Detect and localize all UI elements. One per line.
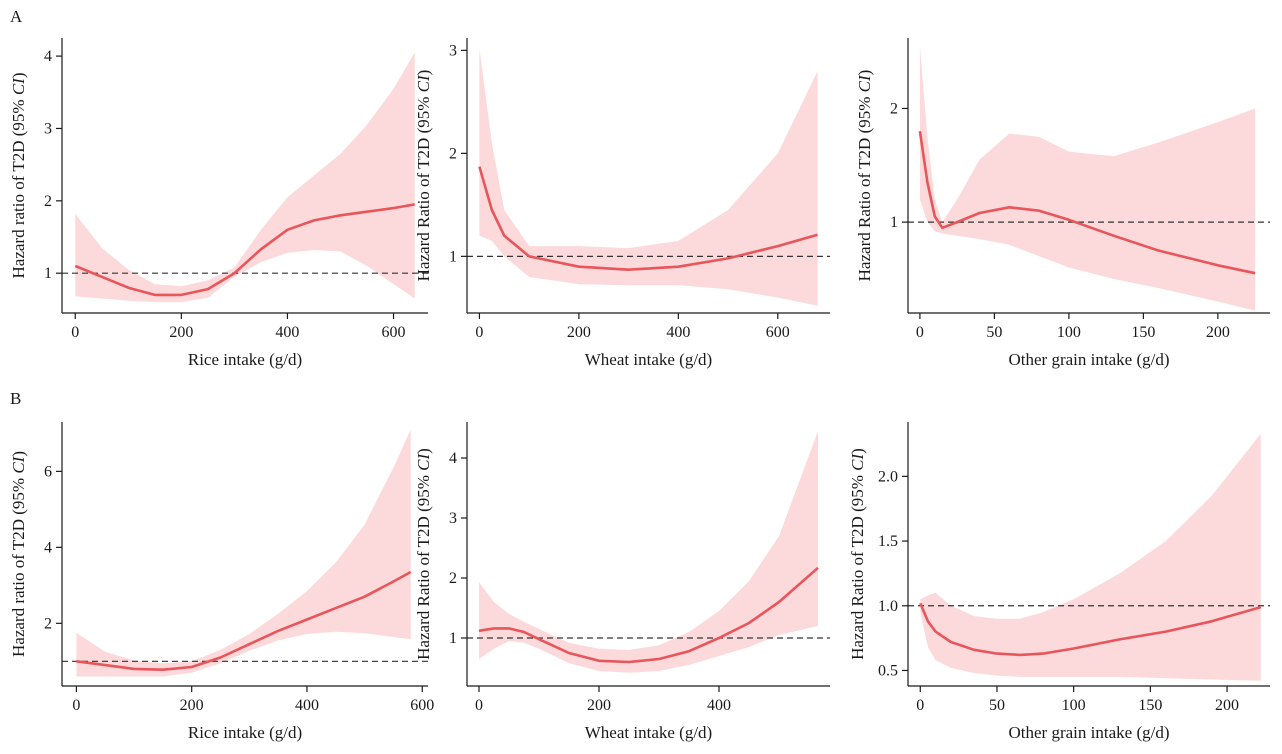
y-tick-label: 2	[449, 570, 457, 587]
x-tick-label: 150	[1131, 324, 1155, 341]
y-axis-title-ci: CI	[9, 455, 28, 473]
hazard-ratio-curve	[918, 131, 1256, 275]
x-axis-title: Other grain intake (g/d)	[1009, 350, 1170, 369]
y-axis-title-ci: CI	[414, 452, 433, 470]
x-tick-label: 0	[475, 324, 483, 341]
y-axis-title-main: Hazard Ratio of T2D (95%	[414, 471, 433, 660]
confidence-band	[919, 46, 1256, 311]
x-tick-label: 0	[475, 697, 483, 714]
y-tick-label: 1.5	[878, 533, 898, 550]
y-tick-label: 3	[449, 42, 457, 59]
y-tick-label: 1	[890, 214, 898, 231]
x-tick-label: 400	[707, 697, 731, 714]
y-tick-label: 3	[449, 510, 457, 527]
y-tick-label: 0.5	[878, 662, 898, 679]
y-axis-title: Hazard Ratio of T2D (95% CI)	[848, 448, 867, 660]
y-axis-title-main: Hazard Ratio of T2D (95%	[855, 92, 874, 281]
x-tick-label: 50	[989, 697, 1005, 714]
y-tick-label: 1.0	[878, 598, 898, 615]
y-axis-title-ci: CI	[848, 452, 867, 470]
y-axis-title-main: Hazard Ratio of T2D (95%	[848, 471, 867, 660]
confidence-band	[920, 433, 1261, 681]
x-tick-label: 600	[382, 324, 406, 341]
chart-3: 0 50 100 150 200 1 2 Other grain intake (g/d) Ha…	[855, 38, 1270, 369]
x-tick-label: 200	[180, 697, 204, 714]
x-tick-label: 0	[71, 324, 79, 341]
x-tick-label: 600	[766, 324, 790, 341]
confidence-band	[479, 48, 818, 306]
x-tick-label: 0	[916, 697, 924, 714]
x-tick-label: 50	[986, 324, 1002, 341]
panel-label-b: B	[10, 389, 21, 408]
x-tick-label: 200	[1215, 697, 1239, 714]
y-axis-title-ci: CI	[9, 77, 28, 95]
x-tick-label: 400	[275, 324, 299, 341]
y-axis-title-close: )	[9, 73, 28, 79]
x-axis-title: Rice intake (g/d)	[188, 723, 302, 742]
hazard-ratio-curve	[478, 166, 818, 272]
x-tick-label: 200	[1206, 324, 1230, 341]
x-tick-label: 400	[295, 697, 319, 714]
y-axis-title-main: Hazard ratio of T2D (95%	[9, 474, 28, 657]
x-tick-label: 200	[587, 697, 611, 714]
x-axis-title: Wheat intake (g/d)	[585, 723, 712, 742]
x-tick-label: 200	[567, 324, 591, 341]
confidence-band	[75, 52, 415, 303]
y-tick-label: 1	[449, 630, 457, 647]
panel-label-a: A	[10, 7, 23, 26]
y-axis-title: Hazard ratio of T2D (95% CI)	[9, 73, 28, 279]
y-axis-title-ci: CI	[414, 74, 433, 92]
y-axis-title-close: )	[9, 451, 28, 457]
x-tick-label: 200	[169, 324, 193, 341]
y-tick-label: 2	[449, 145, 457, 162]
y-axis-title-main: Hazard Ratio of T2D (95%	[414, 92, 433, 281]
hazard-ratio-curve	[478, 566, 819, 664]
y-axis-title: Hazard ratio of T2D (95% CI)	[9, 451, 28, 657]
y-tick-label: 1	[449, 248, 457, 265]
y-axis-title: Hazard Ratio of T2D (95% CI)	[414, 70, 433, 282]
y-axis-title-ci: CI	[855, 74, 874, 92]
y-axis-title-main: Hazard ratio of T2D (95%	[9, 95, 28, 278]
x-tick-label: 400	[666, 324, 690, 341]
x-axis-title: Rice intake (g/d)	[188, 350, 302, 369]
x-tick-label: 0	[72, 697, 80, 714]
x-axis-title: Wheat intake (g/d)	[585, 350, 712, 369]
confidence-band	[479, 431, 818, 673]
y-axis-title-close: )	[414, 448, 433, 454]
x-tick-label: 100	[1057, 324, 1081, 341]
hazard-ratio-curve	[74, 203, 415, 297]
confidence-band	[76, 429, 411, 677]
chart-4: 0 200 400 600 2 4 6 Rice intake (g/d) Hazard rat…	[9, 422, 434, 742]
y-tick-label: 3	[44, 120, 52, 137]
chart-1: 0 200 400 600 1 2 3 4 Rice intake (g/d) Hazard ra…	[9, 38, 428, 369]
hazard-ratio-curve	[919, 602, 1262, 657]
y-tick-label: 4	[44, 48, 52, 65]
y-axis-title-close: )	[848, 448, 867, 454]
y-tick-label: 4	[44, 539, 52, 556]
y-tick-label: 2.0	[878, 468, 898, 485]
y-axis-title-close: )	[414, 70, 433, 76]
y-tick-label: 2	[44, 615, 52, 632]
chart-2: 0 200 400 600 1 2 3 Wheat intake (g/d) Hazard Ra…	[414, 38, 830, 369]
y-axis-title: Hazard Ratio of T2D (95% CI)	[414, 448, 433, 660]
y-tick-label: 6	[44, 463, 52, 480]
x-tick-label: 0	[916, 324, 924, 341]
y-axis-title: Hazard Ratio of T2D (95% CI)	[855, 70, 874, 282]
x-axis-title: Other grain intake (g/d)	[1009, 723, 1170, 742]
x-tick-label: 600	[410, 697, 434, 714]
y-tick-label: 2	[890, 100, 898, 117]
y-axis-title-close: )	[855, 70, 874, 76]
y-tick-label: 1	[44, 265, 52, 282]
y-tick-label: 4	[449, 450, 457, 467]
x-tick-label: 100	[1062, 697, 1086, 714]
y-tick-label: 2	[44, 193, 52, 210]
x-tick-label: 150	[1138, 697, 1162, 714]
chart-5: 0 200 400 1 2 3 4 Wheat intake (g/d) Hazard Rati…	[414, 422, 830, 742]
chart-6: 0 50 100 150 200 0.5 1.0 1.5 2.0 Other grain inta…	[848, 422, 1270, 742]
hazard-ratio-curve	[76, 570, 412, 672]
